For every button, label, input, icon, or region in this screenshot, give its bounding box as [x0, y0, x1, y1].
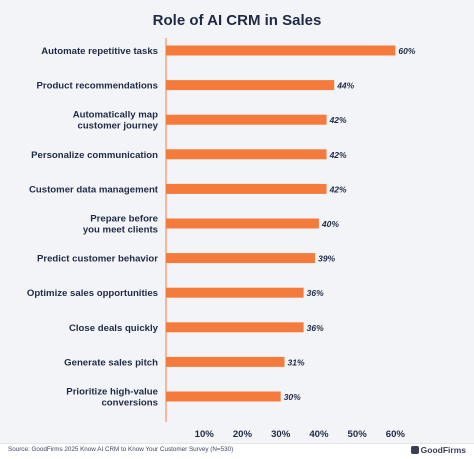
value-label-8: 36%	[307, 288, 324, 298]
bar-9	[166, 322, 304, 333]
bar-2	[166, 80, 335, 91]
bar-1	[166, 45, 396, 56]
category-label-3: Automatically map customer journey	[73, 110, 159, 132]
category-label-9: Close deals quickly	[69, 323, 159, 334]
category-label-1: Automate repetitive tasks	[41, 46, 158, 57]
value-label-11: 30%	[284, 392, 301, 402]
bar-5	[166, 183, 327, 194]
value-label-4: 42%	[329, 150, 347, 160]
value-label-3: 42%	[329, 115, 347, 125]
category-label-10: Generate sales pitch	[64, 357, 158, 368]
value-label-2: 44%	[336, 81, 354, 91]
bar-4	[166, 149, 327, 160]
category-label-6: Prepare before you meet clients	[83, 214, 158, 236]
value-label-5: 42%	[329, 184, 347, 194]
goodfirms-logo-icon	[410, 446, 419, 454]
bar-chart: Role of AI CRM in Sales 60% Automate repe…	[27, 12, 416, 440]
bar-3	[166, 114, 327, 125]
x-tick-label-1: 10%	[195, 429, 215, 440]
category-label-2: Product recommendations	[36, 81, 158, 92]
logo-text: GoodFirms	[420, 445, 466, 455]
category-label-7: Predict customer behavior	[37, 254, 158, 265]
bar-11	[166, 391, 281, 402]
category-label-8: Optimize sales opportunities	[27, 288, 158, 299]
x-tick-label-3: 30%	[271, 429, 291, 440]
value-label-10: 31%	[288, 357, 305, 367]
chart-title: Role of AI CRM in Sales	[153, 12, 322, 29]
x-tick-label-6: 60%	[386, 429, 406, 440]
bar-6	[166, 218, 319, 229]
footer: Source: GoodFirms 2025 Know AI CRM to Kn…	[0, 443, 474, 459]
value-label-7: 39%	[318, 254, 335, 264]
category-label-11: Prioritize high-value conversions	[66, 387, 158, 409]
source-note: Source: GoodFirms 2025 Know AI CRM to Kn…	[8, 446, 234, 453]
value-label-6: 40%	[321, 219, 339, 229]
category-label-4: Personalize communication	[31, 150, 158, 161]
bar-7	[166, 253, 316, 264]
bar-10	[166, 356, 285, 367]
bar-8	[166, 287, 304, 298]
value-label-1: 60%	[398, 46, 415, 56]
goodfirms-logo: GoodFirms	[410, 445, 466, 455]
category-label-5: Customer data management	[29, 184, 159, 195]
x-tick-label-5: 50%	[348, 429, 368, 440]
x-tick-label-4: 40%	[309, 429, 329, 440]
value-label-9: 36%	[307, 323, 324, 333]
x-tick-label-2: 20%	[233, 429, 253, 440]
